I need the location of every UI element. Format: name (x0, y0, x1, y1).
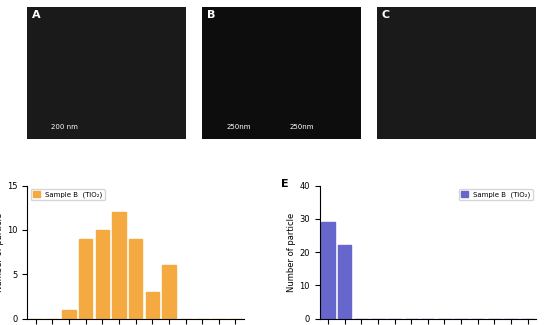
Bar (129, 239, 142, 318)
Y-axis label: Number of particle: Number of particle (288, 213, 296, 292)
Text: A: A (32, 10, 40, 20)
Text: C: C (382, 10, 390, 20)
Text: B: B (207, 10, 216, 20)
Text: 250nm: 250nm (290, 124, 314, 130)
Text: 200 nm: 200 nm (51, 124, 78, 130)
Bar (146, 292, 159, 318)
Legend: Sample B  (TiO₂): Sample B (TiO₂) (459, 189, 533, 200)
Legend: Sample B  (TiO₂): Sample B (TiO₂) (31, 189, 104, 200)
Y-axis label: Number of particle: Number of particle (0, 213, 4, 292)
Bar (338, 245, 351, 318)
Bar (162, 266, 176, 318)
Bar (62, 310, 75, 318)
Bar (321, 222, 335, 318)
Bar (96, 230, 109, 318)
Bar (112, 212, 126, 318)
Text: 250nm: 250nm (226, 124, 251, 130)
Text: E: E (281, 179, 288, 189)
Bar (79, 239, 92, 318)
